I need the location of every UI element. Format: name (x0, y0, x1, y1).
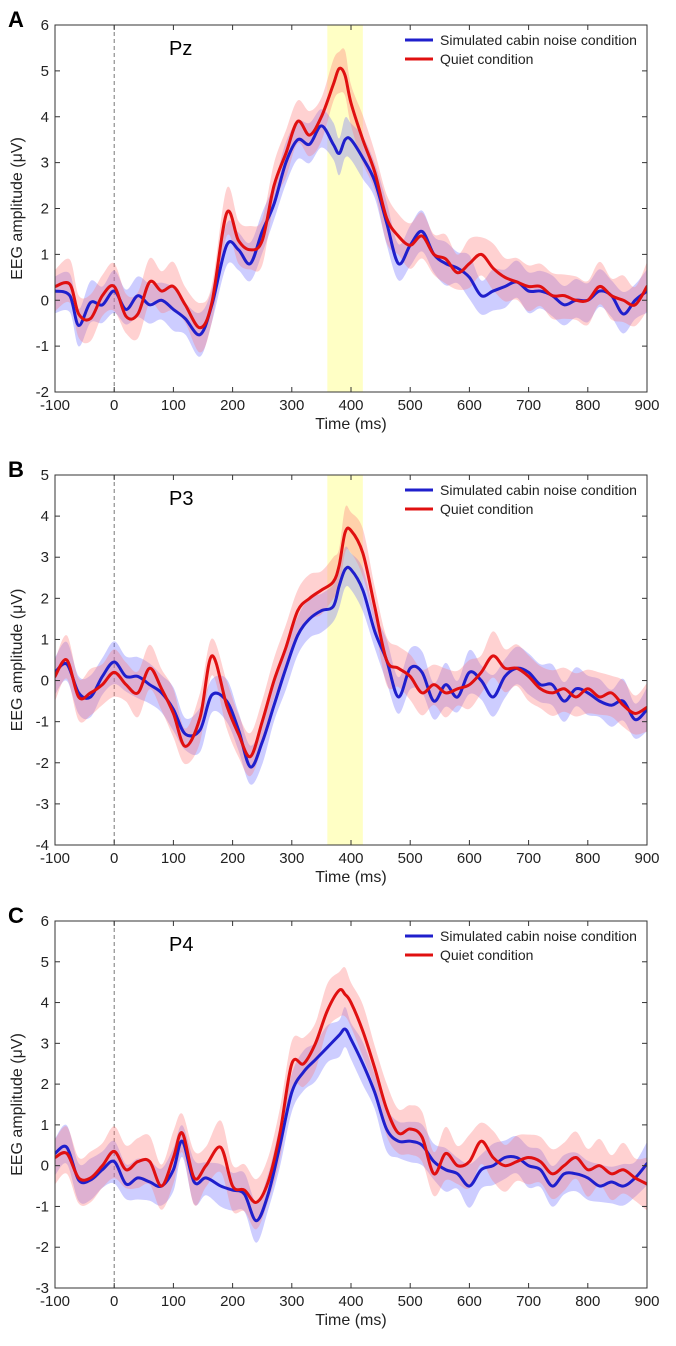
panel-b-x-tick-label: -100 (40, 850, 70, 867)
panel-c-x-tick-label: 500 (398, 1293, 423, 1310)
panel-b-x-tick-label: 300 (279, 850, 304, 867)
panel-c-plot-area (55, 921, 647, 1288)
panel-a-band-quiet (55, 48, 647, 353)
panel-a-x-tick-label: 600 (457, 397, 482, 414)
panel-b-x-tick-label: 100 (161, 850, 186, 867)
panel-a-x-tick-label: 400 (338, 397, 363, 414)
panel-c-y-tick-label: -2 (36, 1239, 49, 1256)
panel-c-line-quiet (55, 988, 647, 1204)
panel-c-letter: C (8, 903, 24, 928)
panel-c-y-tick-label: 2 (41, 1076, 49, 1093)
panel-a-legend-label-noise: Simulated cabin noise condition (440, 32, 637, 48)
panel-a-x-tick-label: 500 (398, 397, 423, 414)
panel-b-x-tick-label: 800 (575, 850, 600, 867)
panel-a-x-tick-label: 300 (279, 397, 304, 414)
panel-b-x-tick-label: 500 (398, 850, 423, 867)
panel-a-letter: A (8, 7, 24, 32)
panel-a-y-tick-label: 5 (41, 63, 49, 80)
panel-a-y-axis-title: EEG amplitude (μV) (9, 137, 26, 280)
panel-c-legend-label-noise: Simulated cabin noise condition (440, 928, 637, 944)
panel-a-x-tick-label: -100 (40, 397, 70, 414)
panel-b-y-tick-label: -3 (36, 796, 49, 813)
panel-b-x-tick-label: 900 (634, 850, 659, 867)
panel-c-y-tick-label: 0 (41, 1158, 49, 1175)
panel-c-band-noise (55, 1007, 647, 1243)
panel-c-x-tick-label: 600 (457, 1293, 482, 1310)
panel-a-y-tick-label: 3 (41, 155, 49, 172)
panel-b-y-tick-label: 3 (41, 549, 49, 566)
panel-c-y-tick-label: 4 (41, 995, 49, 1012)
panel-b-y-tick-label: 2 (41, 590, 49, 607)
panel-c-x-axis-title: Time (ms) (315, 1312, 386, 1329)
panel-b-data (55, 505, 647, 785)
panel-b-y-tick-label: -2 (36, 755, 49, 772)
panel-a-x-tick-label: 200 (220, 397, 245, 414)
panel-c-y-tick-label: 5 (41, 954, 49, 971)
panel-a-x-axis-title: Time (ms) (315, 416, 386, 433)
panel-c: -100 0 100 200 300 400 500 600 700 800 900 -3 -2 -1 0 1… (8, 903, 660, 1329)
panel-b-y-axis-title: EEG amplitude (μV) (9, 589, 26, 732)
panel-a-y-tick-label: -2 (36, 384, 49, 401)
panel-a-y-tick-label: 0 (41, 292, 49, 309)
panel-b-x-tick-label: 700 (516, 850, 541, 867)
panel-c-x-tick-label: 0 (110, 1293, 118, 1310)
panel-a-x-tick-label: 800 (575, 397, 600, 414)
panel-c-x-tick-label: -100 (40, 1293, 70, 1310)
panel-c-legend-label-quiet: Quiet condition (440, 947, 533, 963)
panel-c-y-tick-label: 3 (41, 1035, 49, 1052)
panel-b-x-tick-label: 0 (110, 850, 118, 867)
panel-b-x-tick-label: 600 (457, 850, 482, 867)
panel-c-x-tick-label: 800 (575, 1293, 600, 1310)
panel-c-line-noise (55, 1027, 647, 1223)
panel-b-x-tick-label: 200 (220, 850, 245, 867)
panel-b-y-tick-label: 1 (41, 631, 49, 648)
panel-c-data (55, 967, 647, 1243)
panel-b-y-tick-label: 0 (41, 673, 49, 690)
panel-a-y-tick-label: 1 (41, 246, 49, 263)
panel-c-y-tick-label: 6 (41, 913, 49, 930)
panel-c-x-tick-label: 900 (634, 1293, 659, 1310)
panel-a-x-tick-label: 900 (634, 397, 659, 414)
panel-a-y-tick-label: -1 (36, 338, 49, 355)
panel-a-channel-label: Pz (169, 38, 192, 60)
panel-c-y-tick-label: 1 (41, 1117, 49, 1134)
panel-a-y-tick-label: 2 (41, 201, 49, 218)
panel-c-channel-label: P4 (169, 934, 193, 956)
panel-a-line-quiet (55, 66, 647, 330)
panel-b-y-tick-label: -1 (36, 714, 49, 731)
panel-c-x-tick-label: 400 (338, 1293, 363, 1310)
panel-a-x-tick-label: 700 (516, 397, 541, 414)
panel-b: -100 0 100 200 300 400 500 600 700 800 900 -4 -3 -2 -1… (8, 457, 660, 886)
panel-b-y-tick-label: -4 (36, 837, 49, 854)
panel-c-x-tick-label: 300 (279, 1293, 304, 1310)
panel-a-y-tick-label: 6 (41, 17, 49, 34)
panel-a-band-noise (55, 109, 647, 357)
panel-b-x-axis-title: Time (ms) (315, 869, 386, 886)
panel-c-x-tick-label: 100 (161, 1293, 186, 1310)
panel-a: -100 0 100 200 300 400 500 600 700 800 900 -2 -1 0 1 2 3… (8, 7, 660, 433)
panel-a-x-tick-label: 0 (110, 397, 118, 414)
panel-b-line-noise (55, 565, 647, 769)
panel-b-y-tick-label: 4 (41, 508, 49, 525)
panel-b-legend-label-quiet: Quiet condition (440, 501, 533, 517)
panel-c-y-axis-title: EEG amplitude (μV) (9, 1033, 26, 1176)
panel-b-letter: B (8, 457, 24, 482)
panel-b-channel-label: P3 (169, 488, 193, 510)
panel-b-y-tick-label: 5 (41, 467, 49, 484)
panel-a-y-tick-label: 4 (41, 109, 49, 126)
panel-b-line-quiet (55, 526, 647, 759)
panel-c-y-tick-label: -1 (36, 1198, 49, 1215)
panel-c-y-tick-label: -3 (36, 1280, 49, 1297)
panel-b-x-tick-label: 400 (338, 850, 363, 867)
panel-c-x-tick-label: 700 (516, 1293, 541, 1310)
panel-a-legend-label-quiet: Quiet condition (440, 51, 533, 67)
panel-a-x-tick-label: 100 (161, 397, 186, 414)
panel-c-x-tick-label: 200 (220, 1293, 245, 1310)
panel-b-legend-label-noise: Simulated cabin noise condition (440, 482, 637, 498)
panel-a-data (55, 48, 647, 357)
